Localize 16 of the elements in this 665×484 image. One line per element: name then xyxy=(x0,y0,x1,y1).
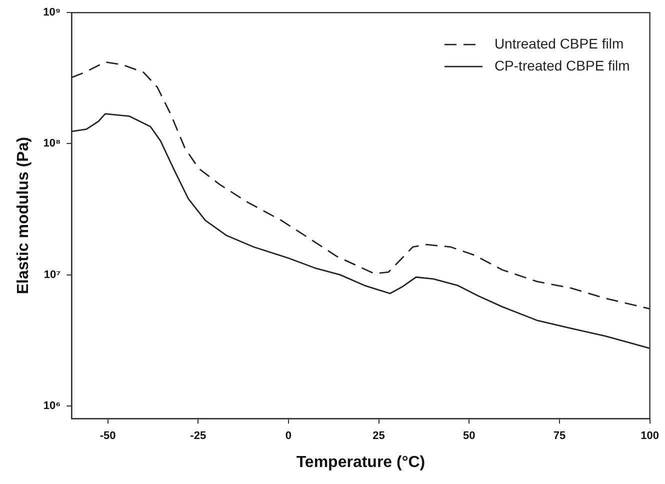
legend-label: CP-treated CBPE film xyxy=(494,57,630,74)
line-series xyxy=(72,61,650,310)
x-tick-label: 75 xyxy=(553,430,566,442)
x-tick-label: 25 xyxy=(372,430,385,442)
x-tick-label: -50 xyxy=(100,430,116,442)
y-tick-label: 10⁷ xyxy=(44,268,62,281)
x-tick-label: 0 xyxy=(285,430,292,442)
y-tick-label: 10⁹ xyxy=(43,6,61,19)
y-tick-label: 10⁸ xyxy=(43,138,61,150)
x-tick-label: 50 xyxy=(463,430,476,442)
legend-label: Untreated CBPE film xyxy=(494,35,624,52)
x-tick-label: -25 xyxy=(190,430,206,442)
x-tick-label: 100 xyxy=(640,430,660,442)
y-axis-title: Elastic modulus (Pa) xyxy=(15,136,32,294)
y-tick-label: 10⁶ xyxy=(43,400,61,412)
x-axis-title: Temperature (°C) xyxy=(296,454,426,471)
